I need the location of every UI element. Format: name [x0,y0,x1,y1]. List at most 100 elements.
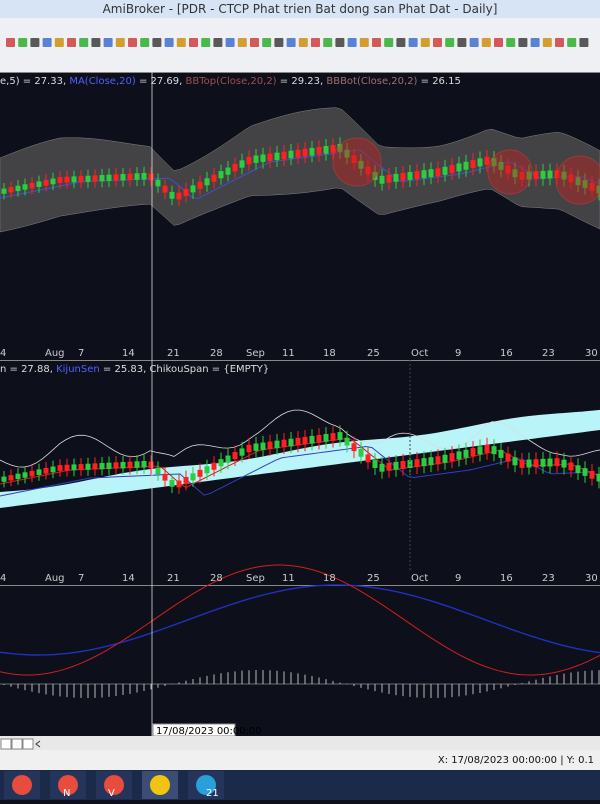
toolbar-button[interactable] [43,38,52,47]
toolbar-button[interactable] [445,38,454,47]
candle-body [184,189,189,196]
toolbar-button[interactable] [470,38,479,47]
toolbar-button[interactable] [55,38,64,47]
cursor-tooltip: 17/08/2023 00:00:00 [156,726,262,736]
toolbar-button[interactable] [396,38,405,47]
toolbar-button[interactable] [433,38,442,47]
toolbar-button[interactable] [140,38,149,47]
candle-body [380,464,385,472]
candle-body [9,475,14,480]
status-text: X: 17/08/2023 00:00:00 | Y: 0.1 [438,755,594,766]
toolbar-button[interactable] [518,38,527,47]
x-axis-label: 28 [210,348,223,359]
x-axis-label: 16 [500,573,513,584]
toolbar-button[interactable] [18,38,27,47]
toolbar-button[interactable] [201,38,210,47]
candle-body [380,176,385,184]
toolbar-button[interactable] [457,38,466,47]
toolbar-button[interactable] [579,38,588,47]
candle-body [352,443,357,451]
toolbar-button[interactable] [482,38,491,47]
toolbar-button[interactable] [104,38,113,47]
toolbar-button[interactable] [165,38,174,47]
x-axis-label: 16 [500,348,513,359]
toolbar-button[interactable] [335,38,344,47]
toolbar-button[interactable] [372,38,381,47]
toolbar-button[interactable] [409,38,418,47]
tab-arrows[interactable] [0,737,60,751]
pane [0,585,600,736]
toolbar-button[interactable] [91,38,100,47]
candle-body [205,466,210,473]
toolbar-button[interactable] [555,38,564,47]
toolbar-button[interactable] [543,38,552,47]
candle-body [478,158,483,166]
candle-body [583,468,588,476]
toolbar-button[interactable] [226,38,235,47]
x-axis-label: 25 [367,573,380,584]
toolbar-button[interactable] [323,38,332,47]
candle-body [324,146,329,154]
toolbar-button[interactable] [250,38,259,47]
candle-body [289,439,294,447]
candle-body [275,441,280,448]
toolbar-button[interactable] [213,38,222,47]
toolbar-button[interactable] [116,38,125,47]
candle-body [121,174,126,180]
candle-body [114,462,119,468]
candle-body [2,477,7,482]
candle-body [79,176,84,182]
candle-body [44,180,49,186]
toolbar-button[interactable] [299,38,308,47]
toolbar-button[interactable] [238,38,247,47]
toolbar-button[interactable] [67,38,76,47]
candle-body [163,186,168,193]
toolbar-button[interactable] [494,38,503,47]
candle-body [471,160,476,168]
toolbar-button[interactable] [421,38,430,47]
toolbar-button[interactable] [531,38,540,47]
candle-body [226,456,231,463]
x-axis-label: 11 [282,573,295,584]
x-axis-label: Aug [45,348,65,359]
candle-body [121,462,126,468]
candle-body [226,168,231,175]
toolbar-button[interactable] [189,38,198,47]
toolbar-button[interactable] [6,38,15,47]
toolbar-button[interactable] [128,38,137,47]
candle-body [9,187,14,192]
toolbar-button[interactable] [311,38,320,47]
app-icon [150,775,170,795]
candle-body [289,151,294,159]
toolbar-button[interactable] [506,38,515,47]
header-segment: BBBot(Close,20,2) [326,76,417,87]
toolbar-button[interactable] [360,38,369,47]
toolbar-button[interactable] [287,38,296,47]
candle-body [142,461,147,468]
candle-body [555,458,560,466]
toolbar-button[interactable] [384,38,393,47]
x-axis-label: Oct [411,573,428,584]
candle-body [436,168,441,176]
toolbar-button[interactable] [30,38,39,47]
toolbar-button[interactable] [348,38,357,47]
x-axis-label: 4 [0,348,6,359]
toolbar-button[interactable] [274,38,283,47]
candle-body [247,157,252,164]
candle-body [268,442,273,449]
toolbar-button[interactable] [262,38,271,47]
candle-body [233,164,238,171]
toolbar-button[interactable] [177,38,186,47]
candle-body [100,463,105,469]
pane-header: n = 27.88, KijunSen = 25.83, ChikouSpan … [0,364,269,375]
candle-body [310,148,315,156]
candle-body [401,461,406,469]
toolbar-button[interactable] [152,38,161,47]
sheet-tabs [0,736,600,750]
candle-body [205,178,210,185]
candle-body [394,462,399,470]
toolbar-button[interactable] [567,38,576,47]
candle-body [30,183,35,189]
toolbar-button[interactable] [79,38,88,47]
candle-body [513,457,518,465]
